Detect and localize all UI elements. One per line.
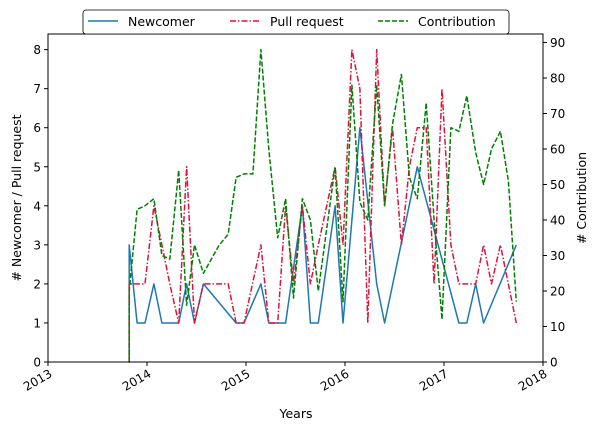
series-line-newcomer [128,126,517,363]
x-tick-label: 2014 [120,366,153,393]
right-y-tick-label: 80 [550,72,565,86]
legend-label-contribution: Contribution [418,14,496,29]
series-line-contribution [128,48,518,362]
series-line-pull-request [128,48,518,363]
right-y-tick-label: 60 [550,143,565,157]
right-y-tick-label: 40 [550,214,565,228]
left-y-tick-label: 8 [33,43,41,57]
legend-label-newcomer: Newcomer [128,14,196,29]
right-y-tick-label: 50 [550,178,565,192]
left-y-tick-label: 6 [33,121,41,135]
left-y-tick-label: 7 [33,82,41,96]
left-y-axis-ticks: 0 1 2 3 4 5 6 7 8 [33,43,48,370]
x-tick-label: 2017 [417,366,450,393]
left-y-tick-label: 3 [33,238,41,252]
left-y-tick-label: 1 [33,316,41,330]
right-y-axis-ticks: 0 10 20 30 40 50 60 70 80 90 [543,36,565,370]
series-layer [128,48,518,363]
right-y-tick-label: 90 [550,36,565,50]
left-y-axis-label: # Newcomer / Pull request [9,114,24,281]
x-tick-label: 2013 [21,366,54,393]
legend-frame [82,9,510,35]
right-y-tick-label: 10 [550,320,565,334]
left-y-tick-label: 2 [33,277,41,291]
right-y-axis-label: # Contribution [574,152,589,244]
legend-label-pull-request: Pull request [270,14,344,29]
x-axis-label: Years [279,406,313,421]
x-axis-ticks: 2013 2014 2015 2016 2017 2018 [21,362,550,394]
x-tick-label: 2016 [318,366,351,393]
right-y-tick-label: 20 [550,285,565,299]
left-y-tick-label: 0 [33,356,41,370]
right-y-tick-label: 0 [550,356,558,370]
x-tick-label: 2015 [219,366,252,393]
right-y-tick-label: 30 [550,249,565,263]
legend: Newcomer Pull request Contribution [82,9,510,35]
x-tick-label: 2018 [516,366,549,393]
right-y-tick-label: 70 [550,107,565,121]
left-y-tick-label: 4 [33,199,41,213]
left-y-tick-label: 5 [33,160,41,174]
